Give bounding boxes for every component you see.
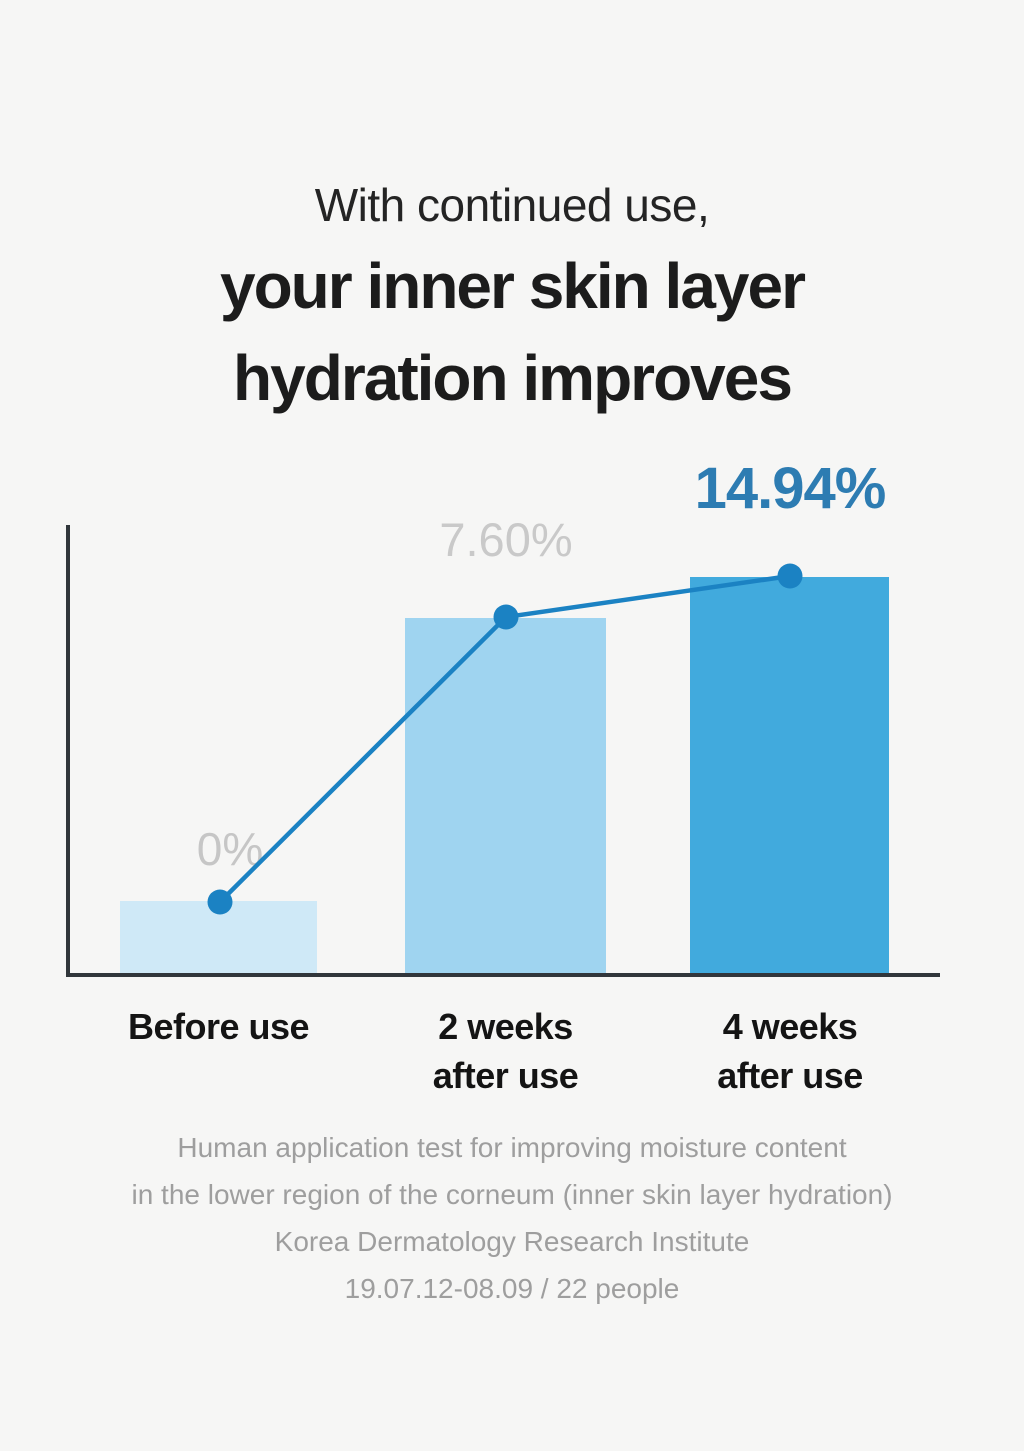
study-footnote: Human application test for improving moi… — [0, 1124, 1024, 1312]
title-subline: With continued use, — [314, 179, 710, 231]
value-label-before-use: 0% — [196, 823, 264, 875]
footnote-line-1: Human application test for improving moi… — [177, 1132, 847, 1163]
footnote-line-3: Korea Dermatology Research Institute — [274, 1226, 750, 1257]
bar-2-weeks-after-use — [405, 618, 606, 973]
page-title: your inner skin layer hydration improves — [0, 240, 1024, 424]
page-title-line-1: your inner skin layer — [219, 250, 806, 322]
bar-before-use — [120, 901, 317, 973]
page-title-line-2: hydration improves — [233, 342, 793, 414]
x-axis-line — [66, 973, 940, 977]
category-label-4-weeks: 4 weeks after use — [717, 1006, 863, 1096]
category-label-before-use: Before use — [127, 1006, 310, 1047]
footnote-line-2: in the lower region of the corneum (inne… — [131, 1179, 893, 1210]
y-axis-line — [66, 525, 70, 977]
bar-4-weeks-after-use — [690, 577, 889, 973]
footnote-line-4: 19.07.12-08.09 / 22 people — [344, 1273, 680, 1304]
value-label-2-weeks: 7.60% — [439, 513, 573, 566]
value-label-4-weeks: 14.94% — [694, 456, 887, 521]
category-label-2-weeks: 2 weeks after use — [432, 1006, 579, 1096]
